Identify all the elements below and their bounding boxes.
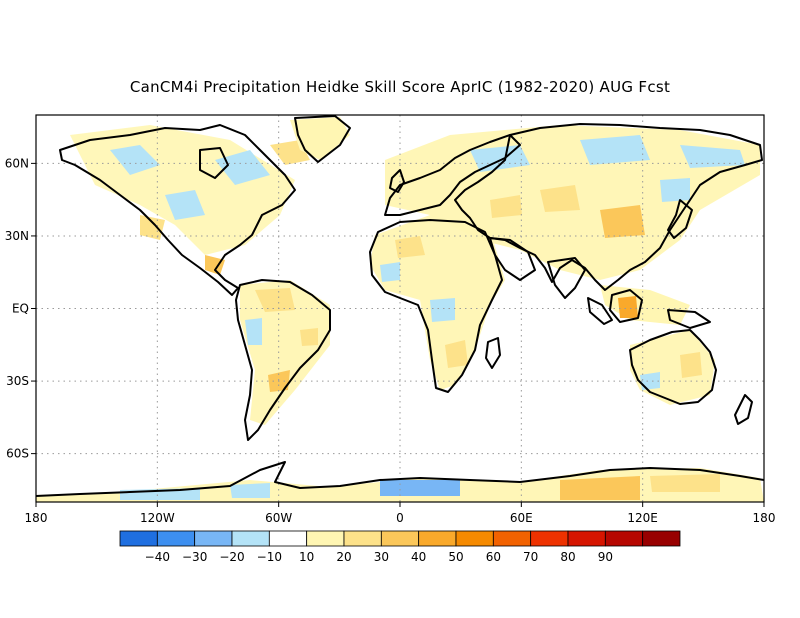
skill-patch: [370, 215, 505, 390]
skill-shading: [36, 117, 764, 502]
x-tick-label: 180: [753, 511, 776, 525]
colorbar-bin: [268, 530, 308, 547]
coastline-arabia: [489, 237, 536, 281]
coastline-south-america: [235, 279, 331, 441]
coastline-new-zealand: [734, 394, 753, 425]
skill-patch: [618, 296, 638, 318]
y-tick-label: 30S: [6, 374, 29, 388]
x-tick-label: 120E: [627, 511, 658, 525]
coastline-africa: [369, 219, 503, 393]
colorbar-label: 60: [486, 550, 501, 564]
y-tick-label: EQ: [12, 302, 29, 316]
coastline-australia: [629, 329, 717, 405]
y-tick-label: 60N: [5, 156, 29, 170]
skill-patch: [630, 330, 715, 405]
colorbar-label: −10: [257, 550, 282, 564]
colorbar-label: 30: [374, 550, 389, 564]
coastline-madagascar: [485, 337, 501, 369]
x-tick-label: 60W: [265, 511, 292, 525]
gridlines: [36, 115, 764, 502]
coastline-hudson-bay: [199, 147, 229, 179]
colorbar: −40 −30 −20 −10 10 20 30 40 50 60 70 80 90: [119, 530, 681, 564]
y-tick-label: 60S: [6, 447, 29, 461]
coastline-india: [547, 257, 586, 299]
colorbar-label: −20: [219, 550, 244, 564]
coastline-sumatra: [587, 297, 613, 325]
coastline-europe: [384, 134, 521, 216]
colorbar-bin: [642, 530, 681, 547]
x-tick-label: 180: [25, 511, 48, 525]
colorbar-label: 80: [560, 550, 575, 564]
skill-patch: [70, 125, 310, 275]
axis-ticks: 180 120W 60W 0 60E 120E 180 60N 30N EQ 30S 60S: [5, 156, 776, 525]
colorbar-bin: [380, 530, 420, 547]
coastline-greenland: [294, 115, 351, 163]
colorbar-label: 10: [299, 550, 314, 564]
coastline-asia: [454, 123, 763, 291]
colorbar-bin: [492, 530, 532, 547]
colorbar-bin: [156, 530, 196, 547]
chart-title: CanCM4i Precipitation Heidke Skill Score…: [129, 78, 671, 96]
colorbar-label: 70: [523, 550, 538, 564]
y-tick-label: 30N: [5, 229, 29, 243]
colorbar-label: 40: [411, 550, 426, 564]
map-plot-area: [36, 115, 764, 502]
colorbar-label: −40: [145, 550, 170, 564]
coastline-japan: [667, 199, 693, 239]
colorbar-bin: [455, 530, 494, 547]
colorbar-bin: [194, 530, 233, 547]
skill-patch: [240, 280, 330, 425]
colorbar-label: 90: [598, 550, 613, 564]
coastline-new-guinea: [667, 309, 711, 329]
colorbar-bin: [231, 530, 270, 547]
colorbar-bin: [343, 530, 382, 547]
colorbar-bin: [306, 530, 345, 547]
colorbar-label: 20: [336, 550, 351, 564]
x-tick-label: 120W: [140, 511, 175, 525]
colorbar-bin: [530, 530, 569, 547]
colorbar-bin: [567, 530, 606, 547]
skill-patch: [385, 125, 760, 280]
colorbar-bin: [418, 530, 457, 547]
x-tick-label: 0: [396, 511, 404, 525]
coastline-borneo: [609, 289, 643, 323]
coastline-antarctica: [36, 461, 764, 497]
colorbar-bin: [604, 530, 644, 547]
colorbar-label: −30: [182, 550, 207, 564]
colorbar-bin: [119, 530, 158, 547]
x-tick-label: 60E: [510, 511, 533, 525]
colorbar-label: 50: [448, 550, 463, 564]
coastlines: [36, 115, 764, 497]
coastline-north-america: [59, 124, 296, 296]
coastline-uk: [389, 169, 405, 193]
